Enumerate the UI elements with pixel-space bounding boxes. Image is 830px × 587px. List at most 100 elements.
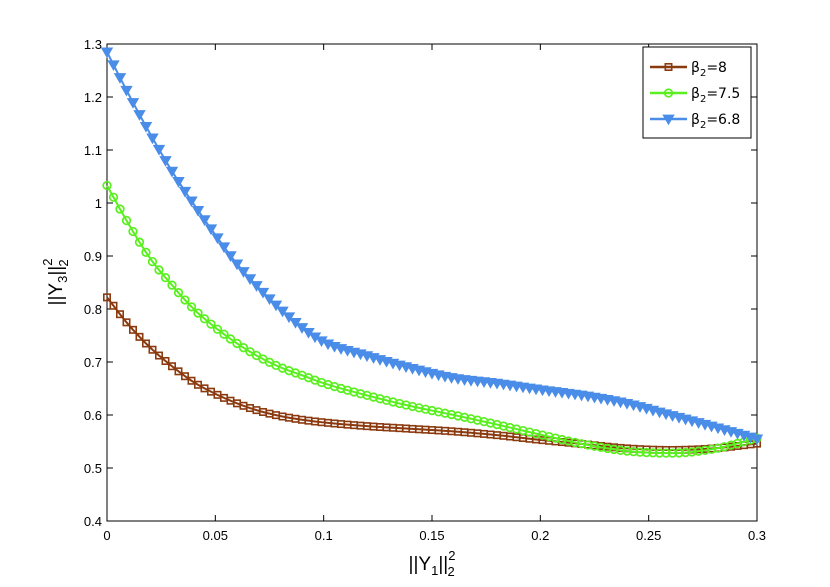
data-point [129, 325, 138, 334]
data-point [141, 247, 151, 257]
data-point [485, 418, 496, 428]
data-point [155, 351, 164, 360]
data-point [122, 318, 131, 327]
data-point [121, 215, 132, 226]
data-point [563, 436, 574, 446]
data-point [102, 180, 112, 191]
data-point [576, 439, 587, 449]
data-point [427, 405, 437, 416]
data-point [152, 144, 166, 156]
series-3 [100, 47, 764, 446]
data-point [146, 133, 159, 145]
data-point [680, 447, 691, 458]
data-point [667, 448, 678, 458]
data-point [250, 281, 263, 292]
data-point [147, 256, 158, 267]
data-point [459, 412, 470, 422]
data-point [160, 272, 171, 283]
data-point [557, 434, 567, 445]
data-point [414, 403, 424, 413]
legend-marker [663, 88, 674, 98]
data-point [159, 156, 172, 167]
data-point [596, 442, 606, 452]
data-point [133, 110, 146, 121]
data-point [173, 288, 184, 298]
data-point [609, 444, 619, 455]
legend-marker [664, 62, 673, 71]
data-point [172, 177, 185, 188]
data-point [420, 404, 431, 414]
data-point [109, 301, 118, 310]
data-point [466, 414, 476, 424]
data-point [446, 409, 457, 420]
legend-label: β2=7.5 [691, 86, 740, 105]
data-point [440, 408, 450, 418]
data-point [602, 443, 613, 454]
y-axis-label: ||Y3||22 [40, 259, 71, 306]
y-tick-label: 0.8 [84, 302, 102, 317]
data-point [243, 274, 257, 286]
data-point [256, 287, 270, 299]
data-point [128, 226, 138, 237]
data-point [654, 448, 665, 458]
series-2 [102, 180, 762, 458]
data-point [219, 329, 229, 339]
data-point [224, 251, 237, 262]
data-point [674, 448, 684, 458]
data-point [289, 317, 302, 329]
legend-marker [662, 114, 675, 126]
data-point [116, 310, 125, 319]
data-point [108, 192, 119, 202]
data-point [204, 224, 218, 236]
y-tick-label: 1.2 [84, 90, 102, 105]
data-point [115, 204, 125, 214]
data-point [167, 280, 177, 290]
data-point [107, 60, 120, 72]
data-point [750, 434, 764, 446]
y-tick-label: 0.5 [84, 461, 102, 476]
data-point [168, 362, 177, 371]
data-point [113, 73, 127, 84]
y-tick-label: 0.7 [84, 355, 102, 370]
data-point [174, 367, 183, 376]
data-point [230, 259, 244, 271]
y-tick-label: 0.6 [84, 408, 102, 423]
y-tick-label: 0.9 [84, 249, 102, 264]
data-point [154, 265, 164, 275]
data-point [641, 447, 652, 458]
data-point [687, 447, 697, 457]
x-tick-label: 0.3 [748, 528, 766, 543]
data-point [628, 447, 639, 457]
data-point [622, 446, 632, 456]
data-point [407, 401, 418, 412]
x-tick-label: 0.25 [636, 528, 661, 543]
data-point [139, 121, 153, 133]
data-point [237, 267, 250, 278]
data-point [583, 440, 593, 450]
x-tick-label: 0.15 [419, 528, 444, 543]
x-tick-label: 0.1 [315, 528, 333, 543]
data-point [187, 376, 196, 385]
data-point [161, 357, 170, 366]
data-point [713, 443, 723, 453]
legend-label: β2=6.8 [691, 112, 740, 131]
data-point [103, 293, 112, 302]
data-point [570, 437, 580, 448]
data-point [199, 314, 210, 324]
legend: β2=8 β2=7.5 β2=6.8 [642, 46, 752, 139]
data-point [615, 445, 626, 455]
data-point [186, 302, 197, 312]
y-tick-label: 1.1 [84, 143, 102, 158]
data-point [217, 242, 231, 254]
y-tick-label: 0.4 [84, 514, 102, 529]
data-point [282, 312, 296, 324]
data-point [135, 332, 144, 341]
data-point [165, 166, 179, 178]
data-point [648, 448, 658, 458]
x-axis-ticks: 0 0.05 0.1 0.15 0.2 0.25 0.3 [103, 44, 766, 543]
data-point [479, 416, 489, 427]
x-tick-label: 0.2 [531, 528, 549, 543]
data-point [700, 445, 710, 455]
data-point [472, 415, 483, 425]
